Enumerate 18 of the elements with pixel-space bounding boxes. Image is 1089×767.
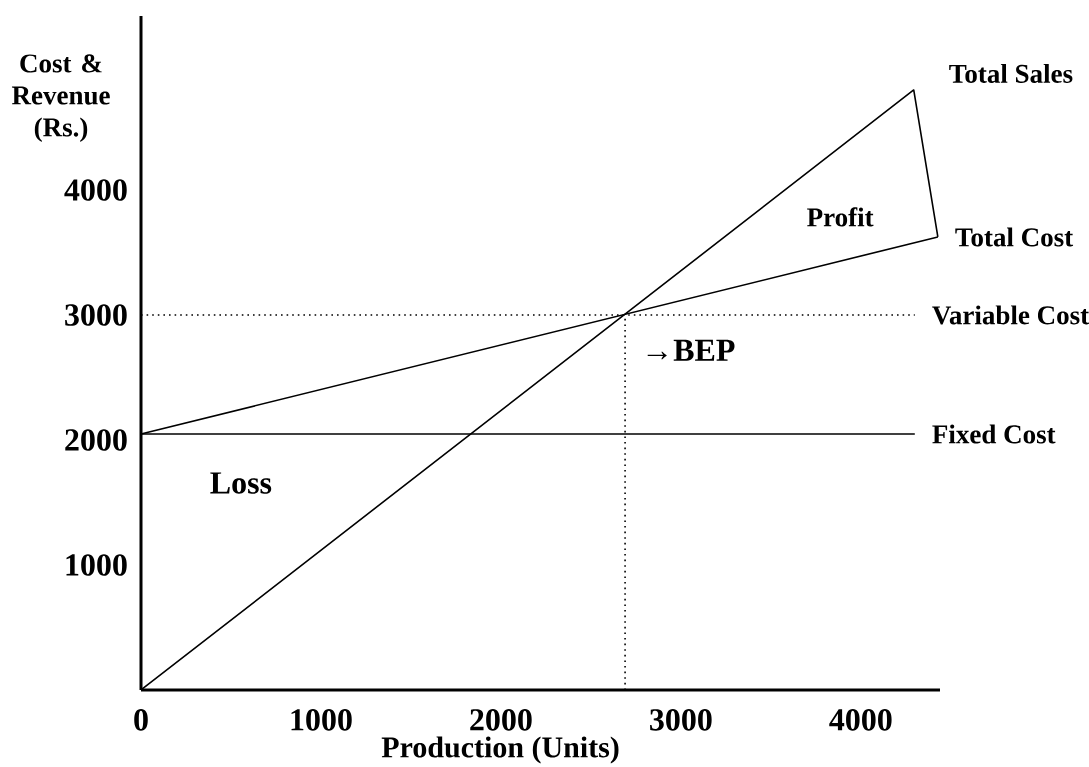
y-tick-label: 3000	[65, 304, 127, 326]
x-tick-label: 0	[134, 709, 148, 731]
y-tick-label: 1000	[66, 554, 127, 576]
annotation: Profit	[807, 207, 874, 227]
x-tick-label: 3000	[650, 709, 712, 731]
series-label: Total Sales	[949, 63, 1073, 83]
series-label: Fixed Cost	[932, 424, 1056, 444]
y-tick-label: 4000	[64, 179, 127, 201]
series-label: Total Cost	[955, 227, 1074, 247]
annotation: Loss	[210, 472, 272, 494]
x-tick-label: 4000	[829, 709, 892, 731]
y-tick-label: 2000	[65, 429, 127, 451]
x-tick-label: 2000	[470, 709, 532, 731]
x-tick-label: 1000	[291, 709, 352, 731]
annotation: →BEP	[647, 339, 735, 361]
series-label: Variable Cost	[932, 305, 1089, 325]
y-axis-title: Cost & Revenue (Rs.)	[11, 54, 110, 143]
x-axis-title: Production (Units)	[381, 736, 619, 764]
